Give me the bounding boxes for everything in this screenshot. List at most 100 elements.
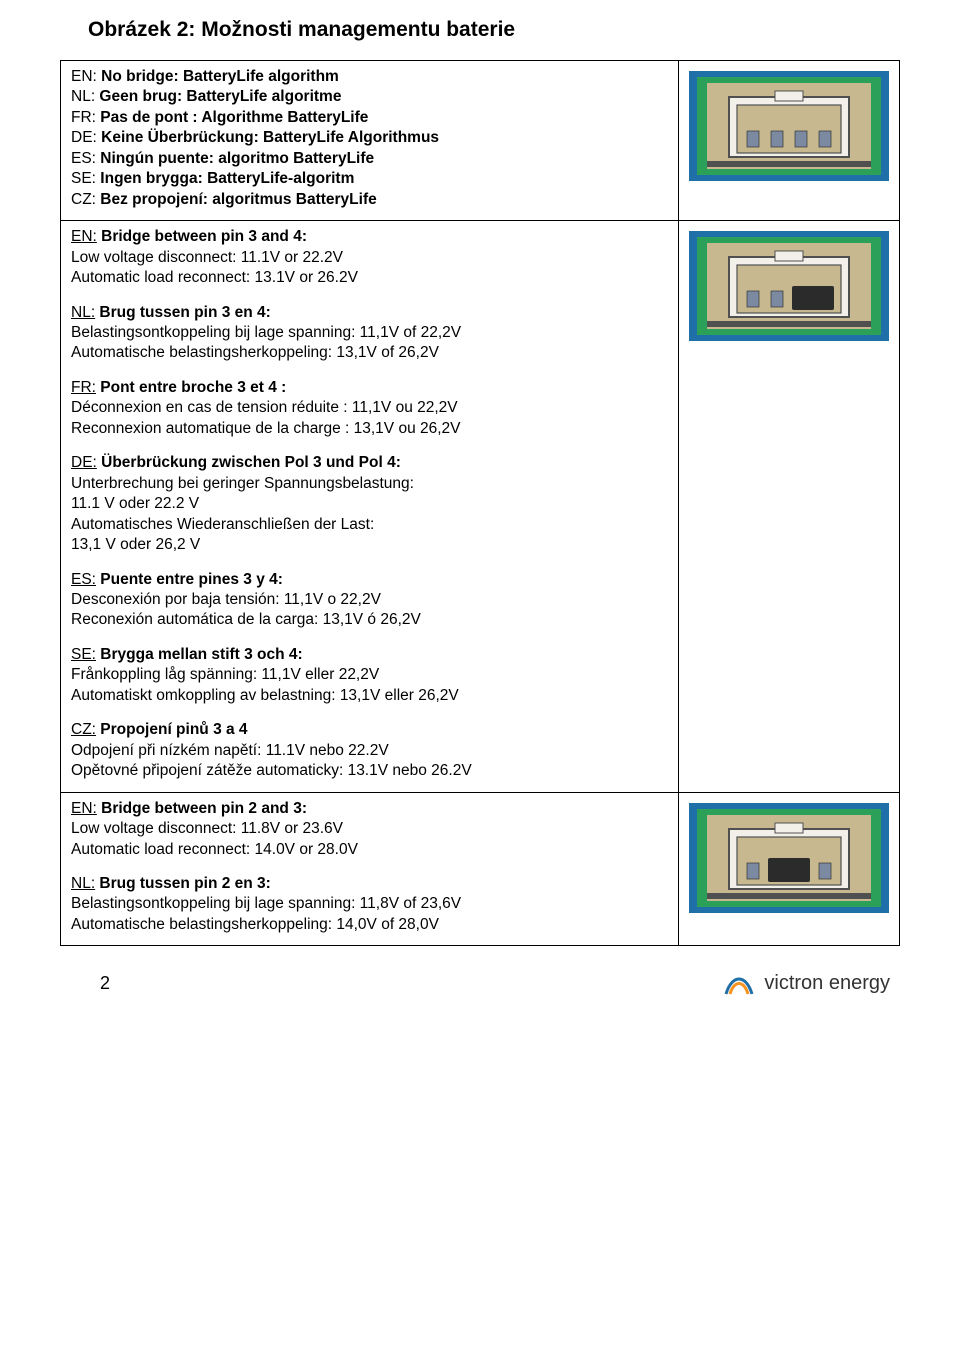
text-line: DE: Keine Überbrückung: BatteryLife Algo… — [71, 128, 668, 148]
lang-prefix: NL: — [71, 304, 95, 321]
text-line: Belastingsontkoppeling bij lage spanning… — [71, 323, 668, 343]
text-line: Desconexión por baja tensión: 11,1V o 22… — [71, 590, 668, 610]
connector-diagram — [689, 71, 889, 181]
table-row: EN: Bridge between pin 2 and 3:Low volta… — [61, 792, 900, 946]
plain-text: Low voltage disconnect: 11.8V or 23.6V — [71, 820, 343, 837]
plain-text: Desconexión por baja tensión: 11,1V o 22… — [71, 591, 381, 608]
text-line: Frånkoppling låg spänning: 11,1V eller 2… — [71, 665, 668, 685]
lang-prefix: SE: — [71, 646, 96, 663]
section: EN: Bridge between pin 3 and 4: Low volta… — [71, 227, 668, 288]
text-cell: EN: Bridge between pin 2 and 3:Low volta… — [61, 792, 679, 946]
section: SE: Brygga mellan stift 3 och 4:Frånkopp… — [71, 645, 668, 706]
lang-prefix: SE: — [71, 170, 96, 187]
page-title: Obrázek 2: Možnosti managementu baterie — [88, 18, 900, 42]
text-line: DE: Überbrückung zwischen Pol 3 und Pol … — [71, 453, 668, 473]
bold-text: Überbrückung zwischen Pol 3 und Pol 4: — [97, 454, 401, 471]
lang-prefix: NL: — [71, 875, 95, 892]
lang-prefix: EN: — [71, 68, 97, 85]
bold-text: Pont entre broche 3 et 4 : — [96, 379, 286, 396]
logo-text: victron energy — [764, 972, 890, 995]
text-line: ES: Ningún puente: algoritmo BatteryLife — [71, 149, 668, 169]
text-line: ES: Puente entre pines 3 y 4: — [71, 570, 668, 590]
section: NL: Brug tussen pin 3 en 4:Belastingsont… — [71, 303, 668, 364]
plain-text: Unterbrechung bei geringer Spannungsbela… — [71, 475, 414, 492]
lang-prefix: FR: — [71, 379, 96, 396]
text-line: Reconexión automática de la carga: 13,1V… — [71, 610, 668, 630]
lang-prefix: ES: — [71, 150, 96, 167]
text-line: 13,1 V oder 26,2 V — [71, 535, 668, 555]
text-line: Odpojení při nízkém napětí: 11.1V nebo 2… — [71, 741, 668, 761]
connector-diagram — [689, 803, 889, 913]
bold-text: Ningún puente: algoritmo BatteryLife — [96, 150, 374, 167]
text-line: EN: Bridge between pin 3 and 4: — [71, 227, 668, 247]
lang-prefix: ES: — [71, 571, 96, 588]
text-line: FR: Pas de pont : Algorithme BatteryLife — [71, 108, 668, 128]
section: FR: Pont entre broche 3 et 4 :Déconnexio… — [71, 378, 668, 439]
text-line: Unterbrechung bei geringer Spannungsbela… — [71, 474, 668, 494]
plain-text: Reconnexion automatique de la charge : 1… — [71, 420, 461, 437]
plain-text: Automatisches Wiederanschließen der Last… — [71, 516, 374, 533]
section: EN: No bridge: BatteryLife algorithmNL: … — [71, 67, 668, 210]
text-line: Belastingsontkoppeling bij lage spanning… — [71, 894, 668, 914]
text-line: SE: Brygga mellan stift 3 och 4: — [71, 645, 668, 665]
bold-text: Puente entre pines 3 y 4: — [96, 571, 283, 588]
plain-text: Automatic load reconnect: 13.1V or 26.2V — [71, 269, 358, 286]
text-line: Déconnexion en cas de tension réduite : … — [71, 398, 668, 418]
text-line: NL: Brug tussen pin 2 en 3: — [71, 874, 668, 894]
plain-text: Low voltage disconnect: 11.1V or 22.2V — [71, 249, 343, 266]
bold-text: Brug tussen pin 2 en 3: — [95, 875, 271, 892]
text-line: Opětovné připojení zátěže automaticky: 1… — [71, 761, 668, 781]
plain-text: Déconnexion en cas de tension réduite : … — [71, 399, 458, 416]
section: DE: Überbrückung zwischen Pol 3 und Pol … — [71, 453, 668, 555]
bold-text: Bridge between pin 3 and 4: — [97, 228, 307, 245]
diagram-cell — [679, 221, 900, 792]
page-number: 2 — [100, 973, 110, 994]
connector-diagram — [689, 231, 889, 341]
bold-text: Pas de pont : Algorithme BatteryLife — [96, 109, 368, 126]
lang-prefix: DE: — [71, 129, 97, 146]
text-line: Automatische belastingsherkoppeling: 13,… — [71, 343, 668, 363]
lang-prefix: NL: — [71, 88, 95, 105]
text-cell: EN: No bridge: BatteryLife algorithmNL: … — [61, 61, 679, 221]
text-line: EN: Bridge between pin 2 and 3: — [71, 799, 668, 819]
lang-prefix: FR: — [71, 109, 96, 126]
text-line: Automatische belastingsherkoppeling: 14,… — [71, 915, 668, 935]
bold-text: Geen brug: BatteryLife algoritme — [95, 88, 341, 105]
plain-text: Frånkoppling låg spänning: 11,1V eller 2… — [71, 666, 379, 683]
plain-text: Belastingsontkoppeling bij lage spanning… — [71, 895, 461, 912]
table-row: EN: Bridge between pin 3 and 4: Low volta… — [61, 221, 900, 792]
text-line: CZ: Bez propojení: algoritmus BatteryLif… — [71, 190, 668, 210]
logo-icon — [722, 968, 756, 998]
lang-prefix: CZ: — [71, 191, 96, 208]
text-line: Low voltage disconnect: 11.8V or 23.6V — [71, 819, 668, 839]
lang-prefix: EN: — [71, 800, 97, 817]
bold-text: Brug tussen pin 3 en 4: — [95, 304, 271, 321]
text-line: EN: No bridge: BatteryLife algorithm — [71, 67, 668, 87]
lang-prefix: DE: — [71, 454, 97, 471]
plain-text: 13,1 V oder 26,2 V — [71, 536, 200, 553]
text-cell: EN: Bridge between pin 3 and 4: Low volta… — [61, 221, 679, 792]
plain-text: Odpojení při nízkém napětí: 11.1V nebo 2… — [71, 742, 389, 759]
footer: 2 victron energy — [60, 968, 900, 998]
logo: victron energy — [722, 968, 890, 998]
bold-text: No bridge: BatteryLife algorithm — [97, 68, 339, 85]
diagram-cell — [679, 61, 900, 221]
bold-text: Bridge between pin 2 and 3: — [97, 800, 307, 817]
text-line: NL: Brug tussen pin 3 en 4: — [71, 303, 668, 323]
bold-text: Propojení pinů 3 a 4 — [96, 721, 248, 738]
text-line: SE: Ingen brygga: BatteryLife-algoritm — [71, 169, 668, 189]
table-row: EN: No bridge: BatteryLife algorithmNL: … — [61, 61, 900, 221]
diagram-cell — [679, 792, 900, 946]
section: ES: Puente entre pines 3 y 4:Desconexión… — [71, 570, 668, 631]
plain-text: Automatische belastingsherkoppeling: 14,… — [71, 916, 439, 933]
text-line: FR: Pont entre broche 3 et 4 : — [71, 378, 668, 398]
plain-text: Opětovné připojení zátěže automaticky: 1… — [71, 762, 472, 779]
bold-text: Brygga mellan stift 3 och 4: — [96, 646, 303, 663]
text-line: Automatic load reconnect: 14.0V or 28.0V — [71, 840, 668, 860]
options-table: EN: No bridge: BatteryLife algorithmNL: … — [60, 60, 900, 946]
text-line: NL: Geen brug: BatteryLife algoritme — [71, 87, 668, 107]
plain-text: Reconexión automática de la carga: 13,1V… — [71, 611, 421, 628]
text-line: Reconnexion automatique de la charge : 1… — [71, 419, 668, 439]
plain-text: Automatiskt omkoppling av belastning: 13… — [71, 687, 459, 704]
bold-text: Ingen brygga: BatteryLife-algoritm — [96, 170, 354, 187]
